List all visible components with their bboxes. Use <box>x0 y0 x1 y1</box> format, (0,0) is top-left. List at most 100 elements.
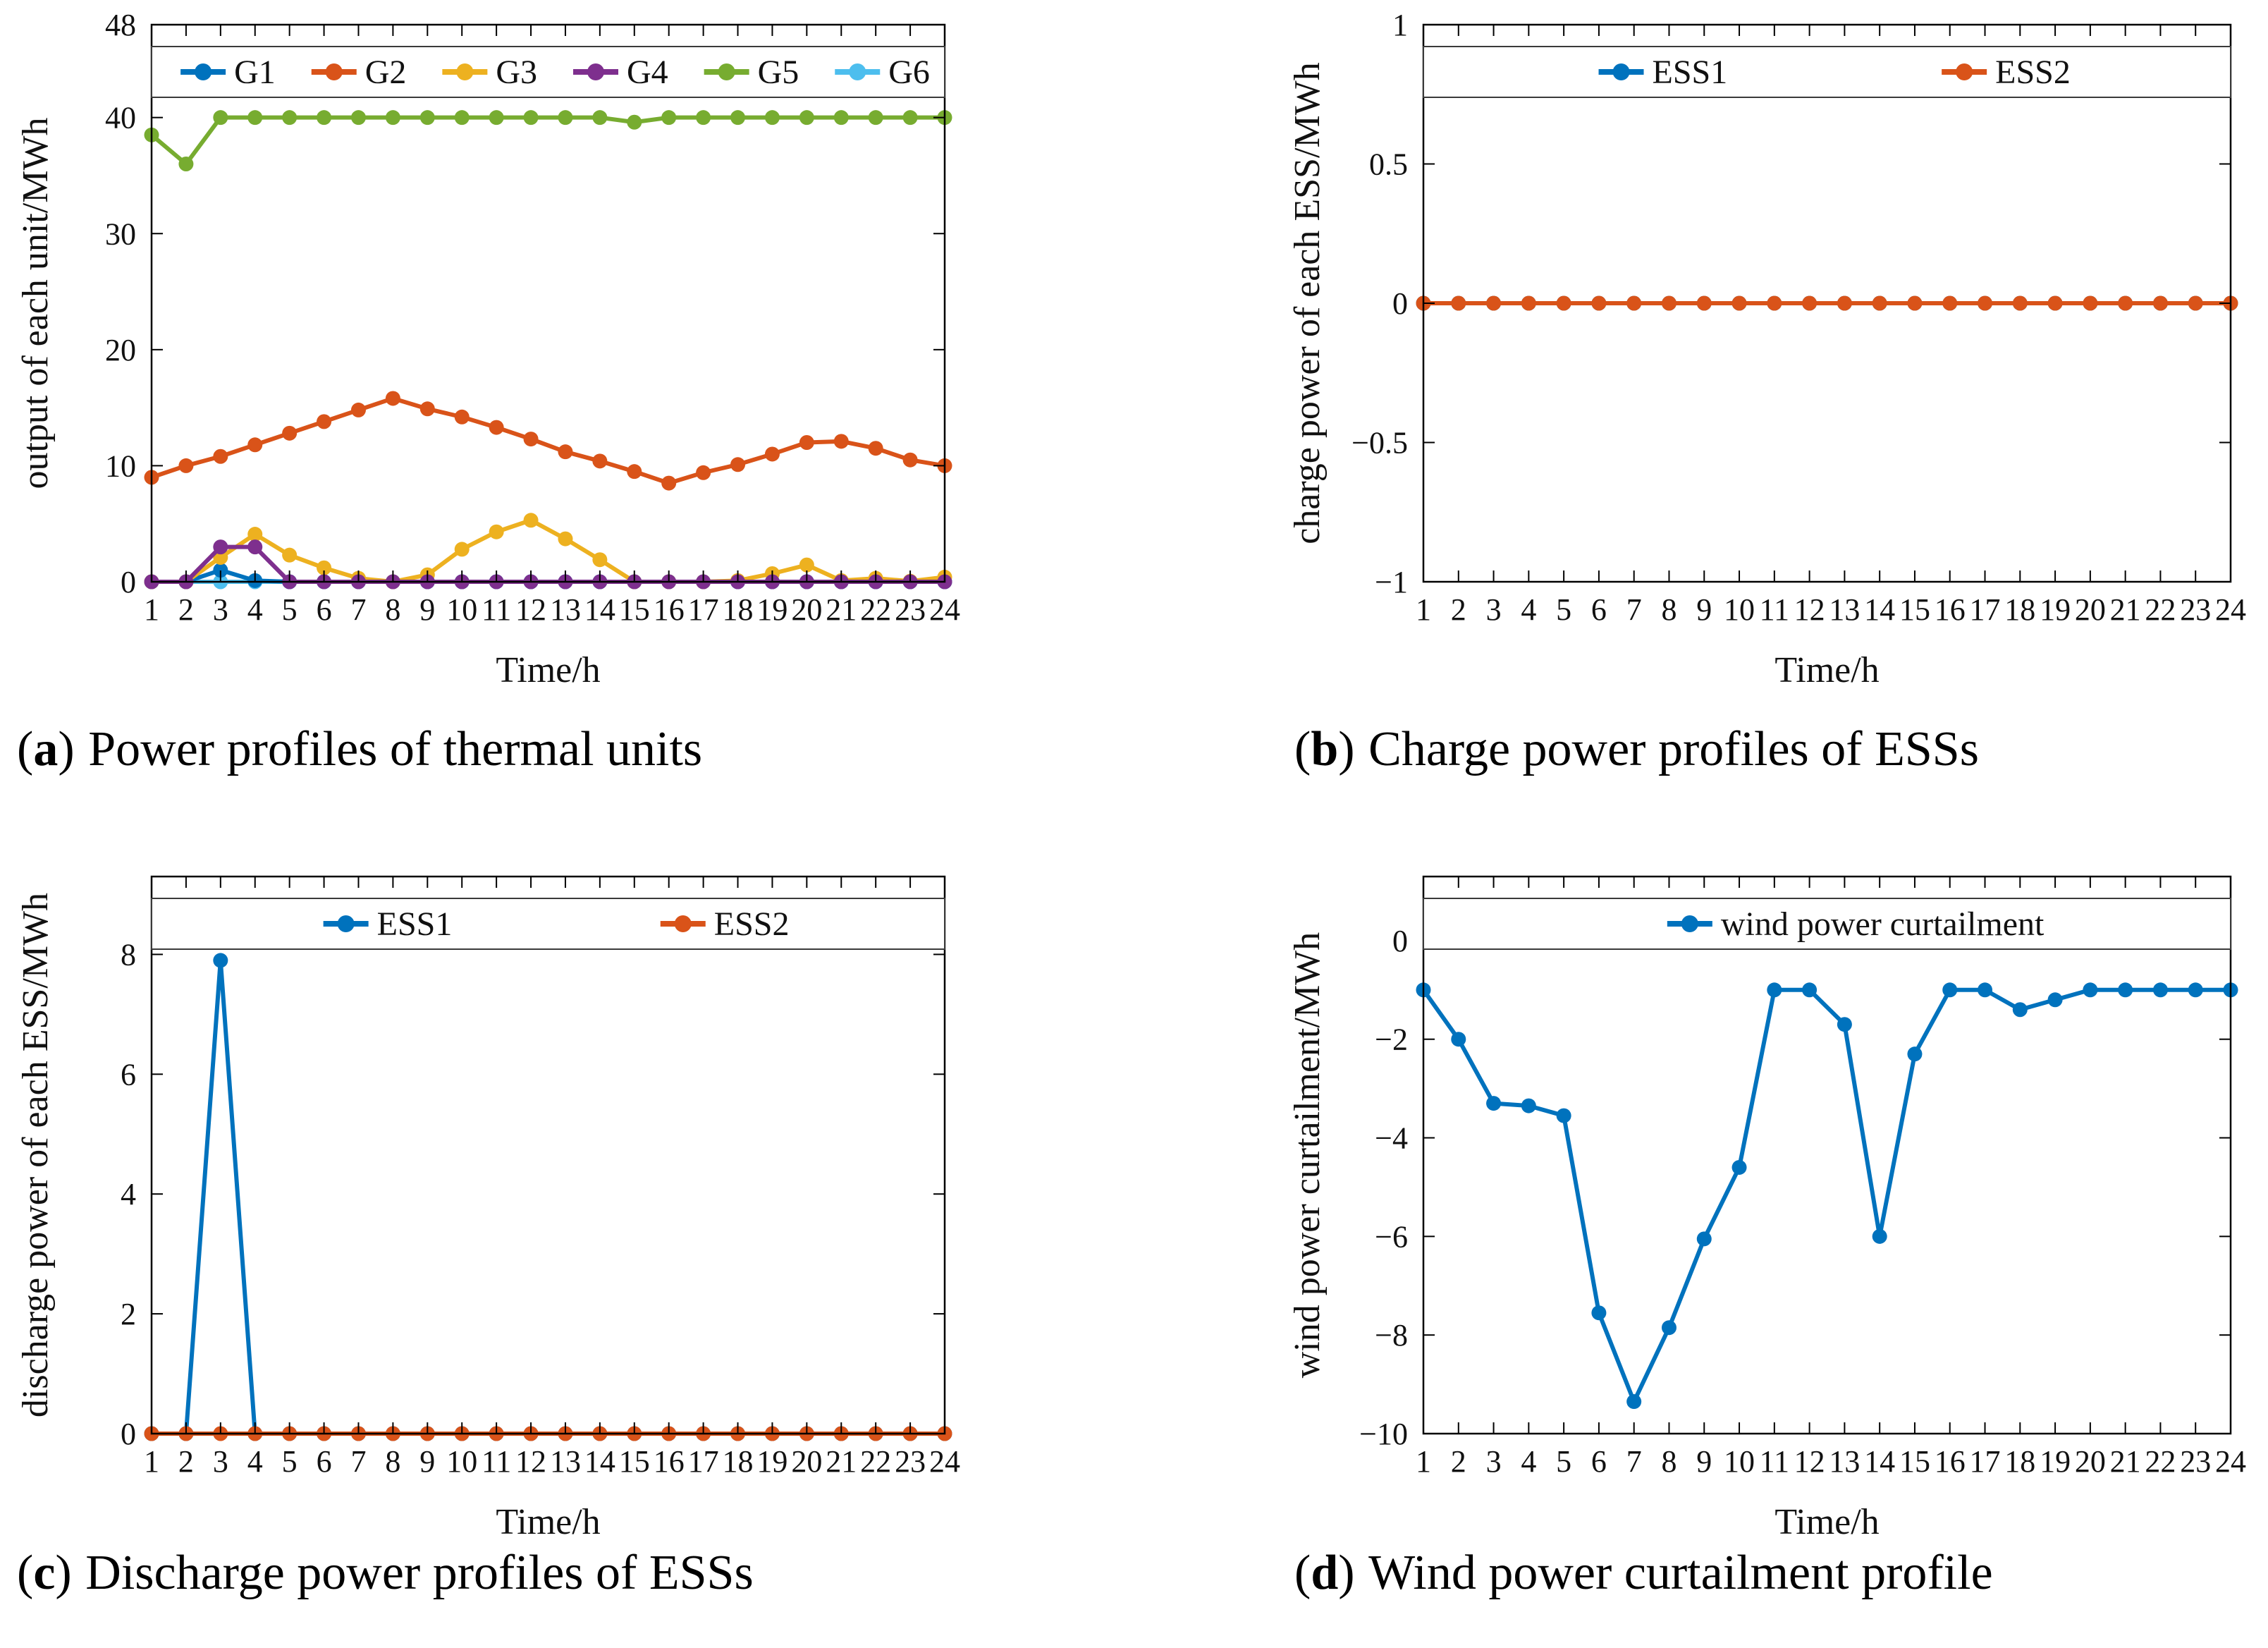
x-tick-label: 23 <box>2180 1444 2211 1479</box>
data-point-marker <box>523 513 539 528</box>
data-point-marker <box>1591 1305 1607 1321</box>
y-tick-label: 40 <box>105 101 136 135</box>
legend-box <box>151 898 945 950</box>
x-tick-label: 4 <box>247 1444 263 1479</box>
legend-item-G4: G4 <box>573 54 668 91</box>
legend-box <box>151 46 945 98</box>
legend-item-label: ESS1 <box>377 905 453 943</box>
data-point-marker <box>558 531 573 547</box>
data-point-marker <box>2118 295 2133 311</box>
data-point-marker <box>247 527 263 542</box>
x-ticks: 1 2 3 4 5 6 7 8 9 10 11 12 13 14 15 16 17 18 19 20 21 22 23 24 <box>144 877 960 1479</box>
caption-d-letter: d <box>1311 1546 1339 1600</box>
data-point-marker <box>2152 295 2168 311</box>
y-tick-label: −0.5 <box>1351 426 1408 460</box>
x-tick-label: 18 <box>723 1444 754 1479</box>
x-tick-label: 8 <box>385 592 400 627</box>
data-point-marker <box>247 539 263 555</box>
y-axis-label: output of each unit/MWh <box>16 117 56 489</box>
legend-item-label: ESS2 <box>714 905 790 943</box>
legend-item-ESS1: ESS1 <box>1598 54 1727 91</box>
x-tick-label: 1 <box>144 592 159 627</box>
data-point-marker <box>868 110 883 126</box>
legend-item-label: G1 <box>234 54 276 91</box>
x-tick-label: 9 <box>419 592 435 627</box>
x-ticks: 1 2 3 4 5 6 7 8 9 10 11 12 13 14 15 16 17 18 19 20 21 22 23 24 <box>1416 877 2246 1479</box>
legend-item-label: G5 <box>758 54 799 91</box>
x-tick-label: 17 <box>688 592 719 627</box>
x-tick-label: 24 <box>2215 1444 2246 1479</box>
data-point-marker <box>317 414 332 429</box>
caption-d-close: ) <box>1338 1546 1355 1600</box>
subplot-d-caption: (d) Wind power curtailment profile <box>1134 1547 2267 1599</box>
data-point-marker <box>489 110 504 126</box>
x-tick-label: 24 <box>929 1444 960 1479</box>
data-point-marker <box>1556 295 1571 311</box>
x-tick-label: 21 <box>826 1444 857 1479</box>
y-ticks: −10 −8 −6 −4 −2 0 <box>1359 924 2231 1451</box>
data-point-marker <box>2047 295 2063 311</box>
chart-c-canvas: 1 2 3 4 5 6 7 8 9 10 11 12 13 14 15 16 17 18 19 20 21 22 23 240… <box>16 875 960 1542</box>
x-axis-label: Time/h <box>496 1502 600 1542</box>
data-point-marker <box>868 441 883 456</box>
plot-border <box>150 23 946 583</box>
x-tick-label: 18 <box>2004 1444 2035 1479</box>
x-tick-label: 12 <box>515 1444 546 1479</box>
data-point-marker <box>627 114 642 130</box>
x-tick-label: 7 <box>350 592 366 627</box>
legend-item-label: G2 <box>365 54 407 91</box>
data-point-marker <box>489 420 504 435</box>
y-tick-label: −2 <box>1375 1023 1408 1057</box>
legend-item-label: G6 <box>888 54 930 91</box>
legend: G1 G2 G3 G4 G5 G6 <box>151 46 945 98</box>
data-point-marker <box>1626 1394 1642 1410</box>
legend-item-label: ESS2 <box>1995 54 2071 91</box>
data-point-marker <box>1521 295 1536 311</box>
data-point-marker <box>592 552 608 568</box>
data-point-marker <box>213 549 228 565</box>
x-tick-label: 11 <box>482 592 511 627</box>
x-tick-label: 4 <box>1521 592 1536 627</box>
data-point-marker <box>696 110 711 126</box>
data-point-marker <box>764 446 780 462</box>
subplot-c-caption: (c) Discharge power profiles of ESSs <box>0 1547 1134 1599</box>
y-tick-label: −4 <box>1375 1121 1408 1156</box>
data-point-marker <box>350 110 366 126</box>
subplot-c: 1 2 3 4 5 6 7 8 9 10 11 12 13 14 15 16 17 18 19 20 21 22 23 24 0… <box>0 824 1134 1647</box>
legend-marker-dot <box>325 63 343 80</box>
caption-b-text: Charge power profiles of ESSs <box>1368 722 1979 776</box>
x-tick-label: 19 <box>756 592 787 627</box>
legend-marker-dot <box>849 63 866 80</box>
data-point-marker <box>385 391 400 406</box>
y-tick-label: 10 <box>105 448 136 483</box>
x-tick-label: 3 <box>1486 1444 1502 1479</box>
legend-marker-dot <box>456 63 474 80</box>
y-tick-label: −8 <box>1375 1318 1408 1353</box>
chart-d-canvas: 1 2 3 4 5 6 7 8 9 10 11 12 13 14 15 16 17 18 19 20 21 22 23 24−… <box>1287 875 2246 1542</box>
x-tick-label: 20 <box>791 1444 822 1479</box>
data-point-marker <box>592 453 608 469</box>
y-tick-label: −6 <box>1375 1219 1408 1254</box>
x-tick-label: 15 <box>1899 592 1930 627</box>
data-point-marker <box>902 110 918 126</box>
x-tick-label: 3 <box>213 1444 228 1479</box>
x-tick-label: 3 <box>213 592 228 627</box>
x-tick-label: 2 <box>1451 592 1466 627</box>
data-point-marker <box>454 409 470 425</box>
x-tick-label: 1 <box>144 1444 159 1479</box>
x-tick-label: 8 <box>1661 592 1677 627</box>
x-tick-label: 20 <box>791 592 822 627</box>
x-tick-label: 22 <box>2145 1444 2176 1479</box>
data-point-marker <box>2047 992 2063 1008</box>
plot-area <box>152 25 945 582</box>
data-point-marker <box>1731 1159 1747 1175</box>
x-tick-label: 22 <box>860 1444 891 1479</box>
data-point-marker <box>1486 295 1502 311</box>
x-tick-label: 24 <box>929 592 960 627</box>
x-tick-label: 12 <box>1794 592 1825 627</box>
legend-item-label: wind power curtailment <box>1721 905 2045 943</box>
data-point-marker <box>1767 982 1782 998</box>
legend: ESS1 ESS2 <box>151 898 945 950</box>
plot-border <box>150 875 946 1435</box>
y-axis-label: charge power of each ESS/MWh <box>1287 62 1328 544</box>
